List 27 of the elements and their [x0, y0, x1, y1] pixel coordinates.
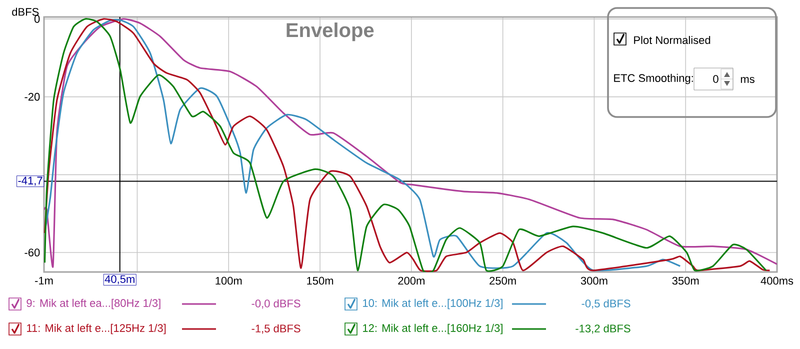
annotation: ETC Smoothing: — [614, 74, 693, 84]
y-tick-label: -60 — [24, 248, 40, 256]
ref-line-label: -41,7 — [18, 176, 42, 186]
text: -0,0 dBFS — [252, 299, 300, 309]
x-tick-label: 350m — [672, 276, 699, 285]
annotation: ms — [740, 76, 754, 84]
text: -13,2 dBFS — [576, 324, 630, 334]
x-tick-label: 400ms — [760, 276, 794, 285]
legend-label: 12: Mik at left e...[160Hz 1/3] — [363, 324, 502, 334]
chart-title: Envelope — [286, 22, 374, 42]
x-tick-label: 300m — [580, 276, 608, 285]
ref-line-label: 40,5m — [104, 275, 134, 284]
x-tick-label: 200m — [398, 276, 424, 285]
x-tick-label: 250m — [490, 276, 516, 285]
annotation: Plot Normalised — [634, 36, 710, 44]
x-tick-label: 100m — [216, 276, 242, 285]
text: -1,5 dBFS — [252, 324, 300, 334]
text: -0,5 dBFS — [582, 299, 630, 309]
x-tick-label: -1m — [35, 276, 53, 284]
legend-label: 9: Mik at left ea...[80Hz 1/3] — [26, 298, 160, 310]
x-tick-label: 150m — [307, 276, 334, 285]
legend-label: 10: Mik at left e...[100Hz 1/3] — [363, 298, 502, 310]
y-tick-label: -20 — [24, 92, 40, 101]
y-axis-title: dBFS — [12, 8, 39, 16]
legend-label: 11: Mik at left e...[125Hz 1/3] — [27, 324, 166, 334]
y-tick-label: 0 — [34, 15, 40, 23]
annotation: 0 — [713, 75, 718, 83]
